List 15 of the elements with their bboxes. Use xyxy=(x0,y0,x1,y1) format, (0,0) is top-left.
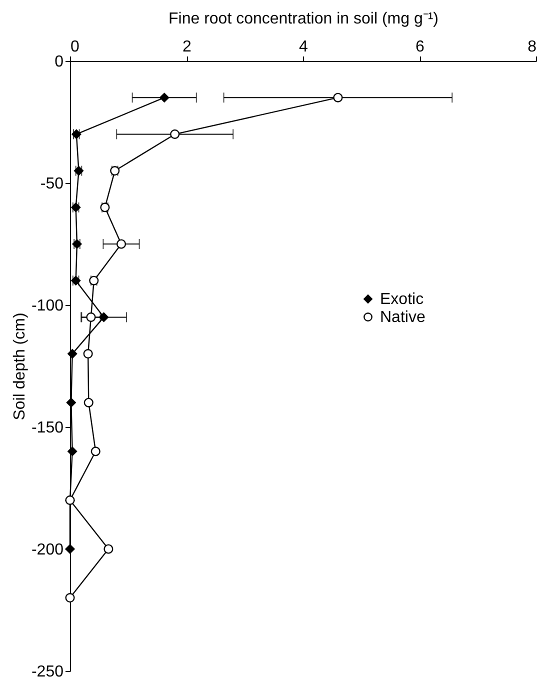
x-tick-label: 0 xyxy=(70,38,80,56)
legend-label: Exotic xyxy=(380,291,424,308)
y-tick-label: -200 xyxy=(31,542,64,558)
x-tick-label: 6 xyxy=(416,38,425,56)
x-axis-title: Fine root concentration in soil (mg g⁻¹) xyxy=(168,10,438,28)
y-tick-label: -100 xyxy=(31,298,64,314)
y-axis-title: Soil depth (cm) xyxy=(11,312,28,420)
legend-label: Native xyxy=(380,309,426,326)
x-tick-label: 4 xyxy=(299,38,308,56)
y-tick-label: -50 xyxy=(40,176,64,192)
y-tick-label: -250 xyxy=(31,664,64,680)
x-tick-label: 8 xyxy=(528,38,537,56)
y-tick-label: 0 xyxy=(54,54,64,70)
x-tick-label: 2 xyxy=(182,38,192,56)
y-tick-label: -150 xyxy=(31,420,64,436)
